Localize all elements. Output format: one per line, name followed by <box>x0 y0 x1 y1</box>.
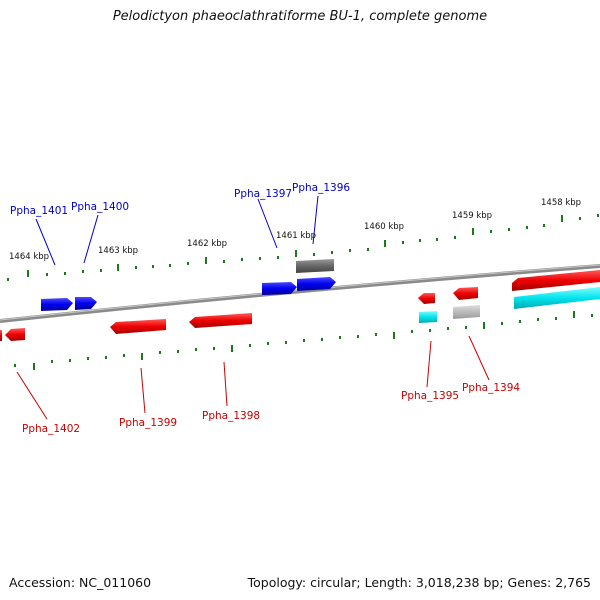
feature-rna-right[interactable] <box>514 287 600 309</box>
gene-ppha-1395-rna[interactable] <box>419 311 437 323</box>
gene-ppha-1398-arrow[interactable] <box>189 313 252 328</box>
scale-label-1464: 1464 kbp <box>9 252 49 262</box>
plus-strand-features <box>41 259 600 311</box>
gene-ppha-1397-arrow[interactable] <box>262 282 297 295</box>
gene-ppha-1400-arrow[interactable] <box>75 297 97 310</box>
gene-left-edge-fragment[interactable] <box>0 330 2 341</box>
gene-ppha-1401-arrow[interactable] <box>41 298 73 311</box>
gene-label-ppha-1401[interactable]: Ppha_1401 <box>10 205 68 217</box>
scale-label-1459: 1459 kbp <box>452 211 492 221</box>
gene-ppha-1396-arrow[interactable] <box>297 277 336 291</box>
figure-title: Pelodictyon phaeoclathratiforme BU-1, co… <box>112 9 488 24</box>
gene-label-ppha-1400[interactable]: Ppha_1400 <box>71 201 129 213</box>
plus-strand-tick-track <box>7 214 599 281</box>
minus-strand-tick-track <box>14 311 593 370</box>
gene-small-red-a[interactable] <box>418 293 435 304</box>
scale-label-1463: 1463 kbp <box>98 246 138 256</box>
label-leader-lines <box>16 195 490 420</box>
gene-label-ppha-1399[interactable]: Ppha_1399 <box>119 417 177 429</box>
accession-text: Accession: NC_011060 <box>9 575 152 590</box>
feature-grey-dark[interactable] <box>296 259 334 273</box>
scale-label-1460: 1460 kbp <box>364 222 404 232</box>
gene-ppha-1399-arrow[interactable] <box>110 319 166 334</box>
minus-strand-features <box>0 305 480 341</box>
gene-ppha-1394-feature[interactable] <box>453 305 480 319</box>
topology-text: Topology: circular; Length: 3,018,238 bp… <box>247 575 591 590</box>
gene-label-ppha-1396[interactable]: Ppha_1396 <box>292 182 350 194</box>
genome-backbone <box>0 264 600 323</box>
gene-label-ppha-1397[interactable]: Ppha_1397 <box>234 188 292 200</box>
scale-label-1461: 1461 kbp <box>276 231 316 241</box>
gene-label-ppha-1395[interactable]: Ppha_1395 <box>401 390 459 402</box>
gene-ppha-1402-arrow[interactable] <box>5 328 25 341</box>
scale-label-1462: 1462 kbp <box>187 239 227 249</box>
gene-label-ppha-1394[interactable]: Ppha_1394 <box>462 382 520 394</box>
gene-label-ppha-1402[interactable]: Ppha_1402 <box>22 423 80 435</box>
gene-minus-right-arrow[interactable] <box>512 270 600 291</box>
gene-small-red-b[interactable] <box>453 287 478 300</box>
scale-label-1458: 1458 kbp <box>541 198 581 208</box>
gene-label-ppha-1398[interactable]: Ppha_1398 <box>202 410 260 422</box>
